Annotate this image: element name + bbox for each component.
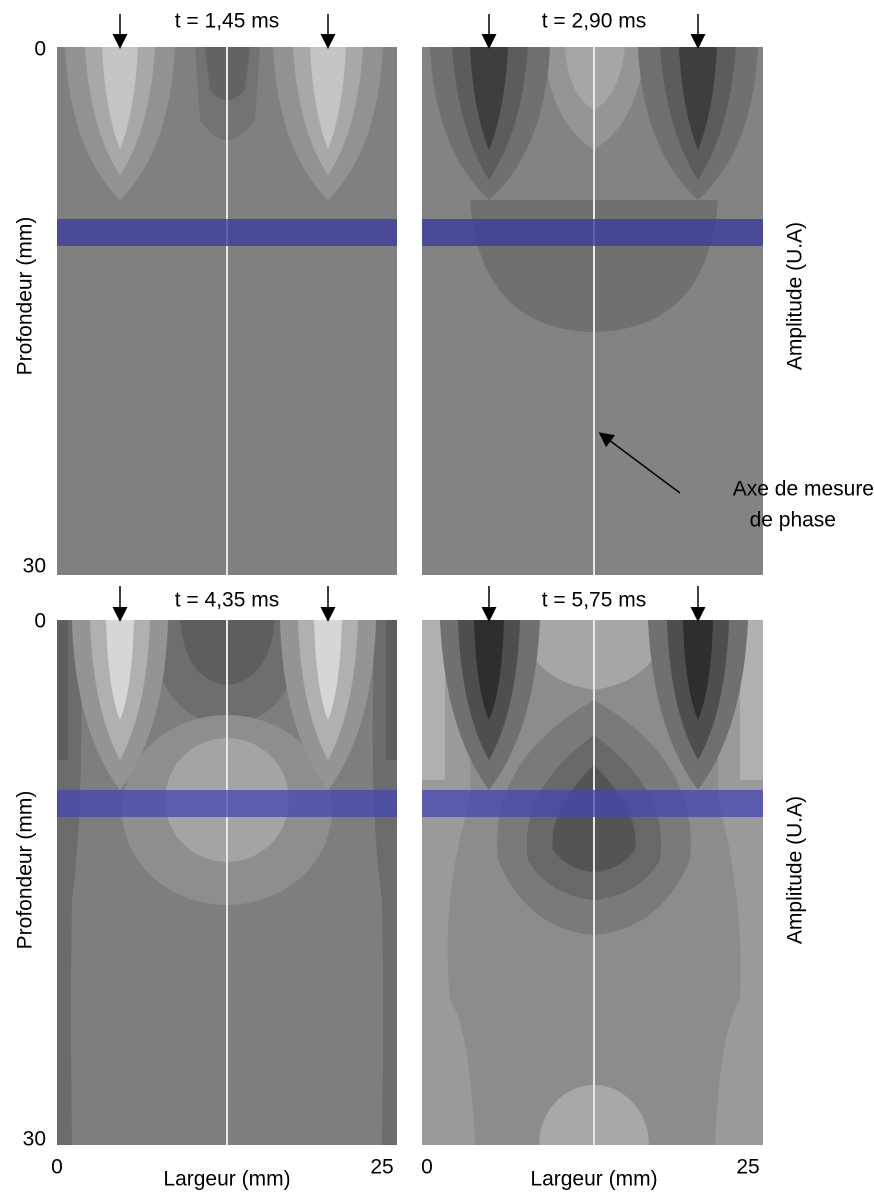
contour-map <box>422 47 763 575</box>
y-tick-label: 0 <box>34 38 46 61</box>
contour-map <box>57 47 397 575</box>
y-tick-label: 30 <box>23 1128 46 1151</box>
y2-axis-label: Amplitude (U.A) <box>784 222 807 370</box>
arrows <box>112 14 706 622</box>
contour-map <box>57 620 397 1145</box>
x-tick-label: 25 <box>370 1156 393 1179</box>
panel-title: t = 1,45 ms <box>175 10 279 33</box>
y-axis-label: Profondeur (mm) <box>14 217 37 376</box>
x-tick-label: 0 <box>421 1156 433 1179</box>
y-axis-label: Profondeur (mm) <box>14 791 37 950</box>
y-tick-label: 0 <box>34 610 46 633</box>
annotation: de phase <box>750 509 836 532</box>
y2-axis-label: Amplitude (U.A) <box>784 796 807 944</box>
panel-title: t = 2,90 ms <box>542 10 646 33</box>
x-axis-label: Largeur (mm) <box>163 1168 290 1191</box>
panel-title: t = 5,75 ms <box>542 589 646 612</box>
panel-title: t = 4,35 ms <box>175 589 279 612</box>
contour-map <box>422 620 763 1145</box>
x-tick-label: 0 <box>51 1156 63 1179</box>
annotation: Axe de mesure <box>733 478 874 501</box>
x-tick-label: 25 <box>736 1156 759 1179</box>
y-tick-label: 30 <box>23 555 46 578</box>
x-axis-label: Largeur (mm) <box>530 1168 657 1191</box>
